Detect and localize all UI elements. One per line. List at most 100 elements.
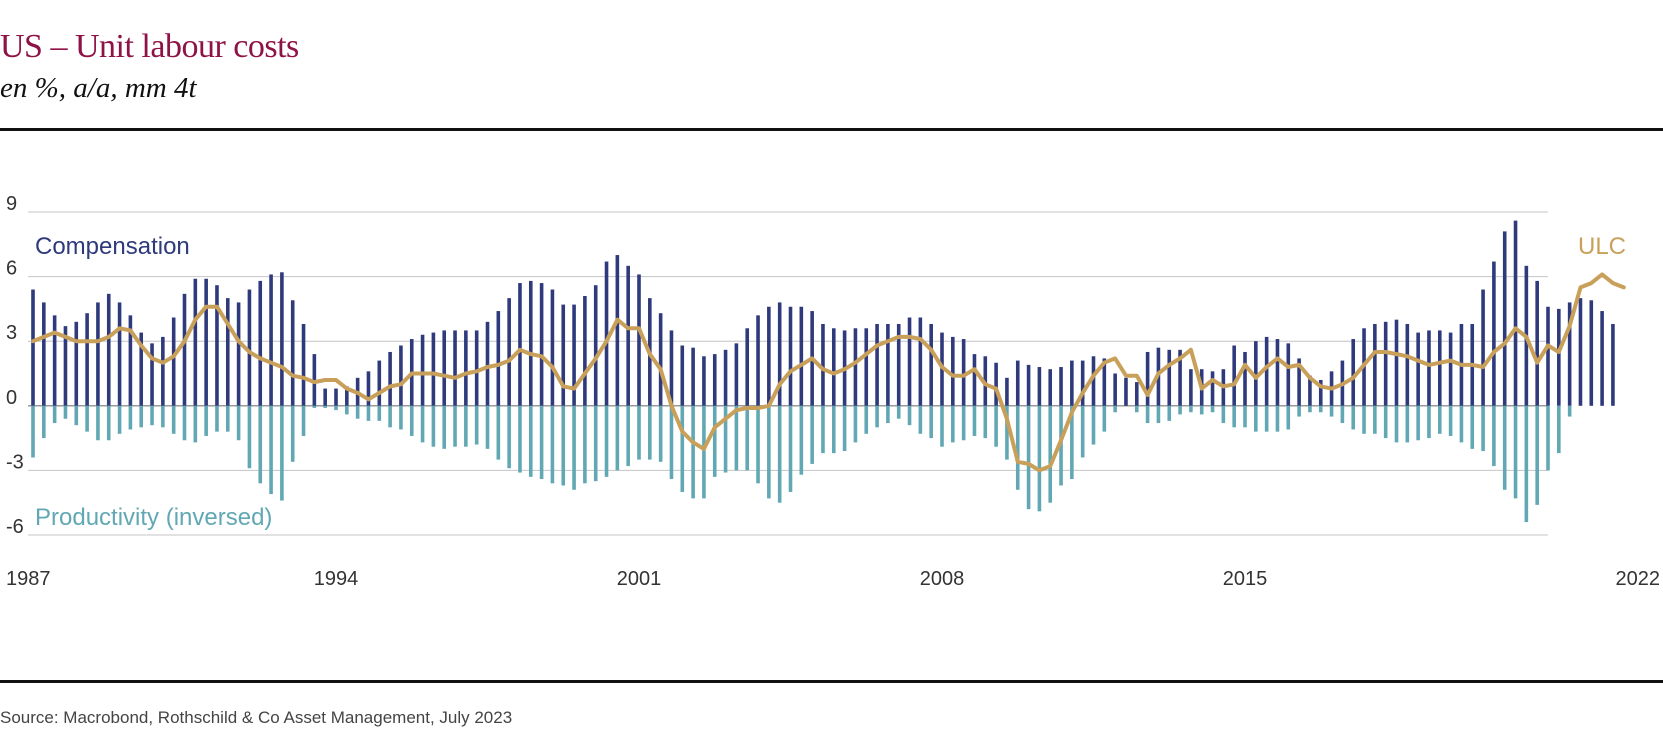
productivity-bar [1535, 405, 1539, 505]
x-tick-label: 2008 [920, 568, 965, 590]
productivity-bar [1232, 405, 1236, 428]
productivity-bar [1427, 405, 1431, 439]
productivity-bar [1275, 405, 1280, 432]
compensation-bar [680, 345, 685, 406]
compensation-bar [1124, 377, 1128, 406]
compensation-bar [961, 339, 966, 406]
compensation-bar [290, 300, 295, 406]
productivity-bar [669, 405, 674, 480]
compensation-bar [323, 388, 327, 406]
compensation-bar [247, 289, 252, 406]
compensation-bar [42, 302, 46, 406]
compensation-bar [561, 304, 566, 406]
productivity-bar [518, 405, 522, 473]
productivity-bar [821, 405, 825, 454]
productivity-bar [1102, 405, 1107, 432]
productivity-label: Productivity (inversed) [35, 504, 272, 531]
productivity-bar [323, 405, 327, 408]
compensation-bar [182, 293, 187, 406]
productivity-bar [182, 405, 187, 441]
compensation-bar [864, 328, 869, 406]
productivity-bar [1524, 405, 1529, 523]
productivity-bar [626, 405, 630, 467]
productivity-bar [334, 405, 338, 411]
productivity-bar [139, 405, 144, 428]
productivity-bar [85, 405, 89, 432]
compensation-bar [918, 317, 923, 406]
ulc-line [31, 272, 1626, 473]
productivity-bar [1297, 405, 1301, 417]
productivity-bar [691, 405, 695, 499]
compensation-bar [712, 354, 717, 406]
compensation-bar [1513, 220, 1518, 406]
y-tick-label: -6 [6, 516, 24, 538]
productivity-bar [1178, 405, 1182, 415]
productivity-bar [117, 405, 122, 434]
productivity-bar [290, 405, 295, 462]
compensation-bar [1134, 382, 1139, 406]
productivity-bar [301, 405, 306, 436]
compensation-bar [1416, 332, 1420, 406]
productivity-bar [1567, 405, 1572, 417]
compensation-bar [31, 289, 35, 406]
productivity-bar [52, 405, 57, 424]
compensation-bar [972, 354, 977, 406]
compensation-bar [745, 328, 750, 406]
source-note: Source: Macrobond, Rothschild & Co Asset… [0, 708, 513, 727]
productivity-bar [1145, 405, 1150, 424]
productivity-bar [236, 405, 241, 441]
productivity-bar [312, 405, 317, 408]
x-tick-label: 1994 [314, 568, 359, 590]
compensation-bar [225, 298, 230, 406]
x-tick-label: 2001 [617, 568, 662, 590]
productivity-bar [1080, 405, 1085, 458]
productivity-bar [74, 405, 79, 426]
compensation-bar [1091, 356, 1096, 406]
productivity-bar [63, 405, 68, 419]
compensation-bar [1048, 369, 1053, 406]
productivity-bar [1026, 405, 1031, 510]
productivity-bar [572, 405, 576, 490]
compensation-bar [593, 285, 598, 406]
productivity-bar [745, 405, 750, 471]
productivity-bar [1189, 405, 1193, 413]
productivity-bar [464, 405, 468, 447]
compensation-bar [1243, 351, 1247, 406]
compensation-bar [106, 293, 111, 406]
x-tick-label: 2022 [1616, 568, 1661, 590]
compensation-bar [193, 278, 198, 406]
productivity-bar [453, 405, 457, 447]
compensation-bar [1178, 349, 1182, 406]
productivity-bar [1134, 405, 1139, 413]
compensation-bar [637, 274, 641, 406]
compensation-bar [821, 323, 825, 406]
compensation-label: Compensation [35, 233, 190, 260]
productivity-bar [702, 405, 706, 499]
bars-layer [31, 220, 1615, 523]
compensation-bar [269, 274, 273, 406]
productivity-bar [442, 405, 447, 449]
productivity-bar [399, 405, 403, 430]
productivity-bar [799, 405, 804, 475]
compensation-bar [658, 313, 663, 406]
productivity-bar [658, 405, 663, 462]
compensation-bar [583, 295, 587, 406]
productivity-bar [1264, 405, 1269, 432]
productivity-bar [31, 405, 35, 458]
compensation-bar [907, 317, 912, 406]
productivity-bar [496, 405, 501, 460]
productivity-bar [1113, 405, 1117, 413]
compensation-bar [896, 323, 901, 406]
compensation-bar [1546, 306, 1550, 406]
productivity-bar [355, 405, 360, 419]
productivity-bar [615, 405, 620, 471]
productivity-bar [831, 405, 836, 454]
productivity-bar [1243, 405, 1247, 428]
compensation-bar [1383, 321, 1388, 406]
compensation-bar [1145, 351, 1150, 406]
productivity-bar [377, 405, 382, 421]
compensation-bar [1232, 345, 1236, 406]
bottom-divider [0, 680, 1663, 683]
compensation-bar [1481, 289, 1485, 406]
productivity-bar [842, 405, 847, 452]
